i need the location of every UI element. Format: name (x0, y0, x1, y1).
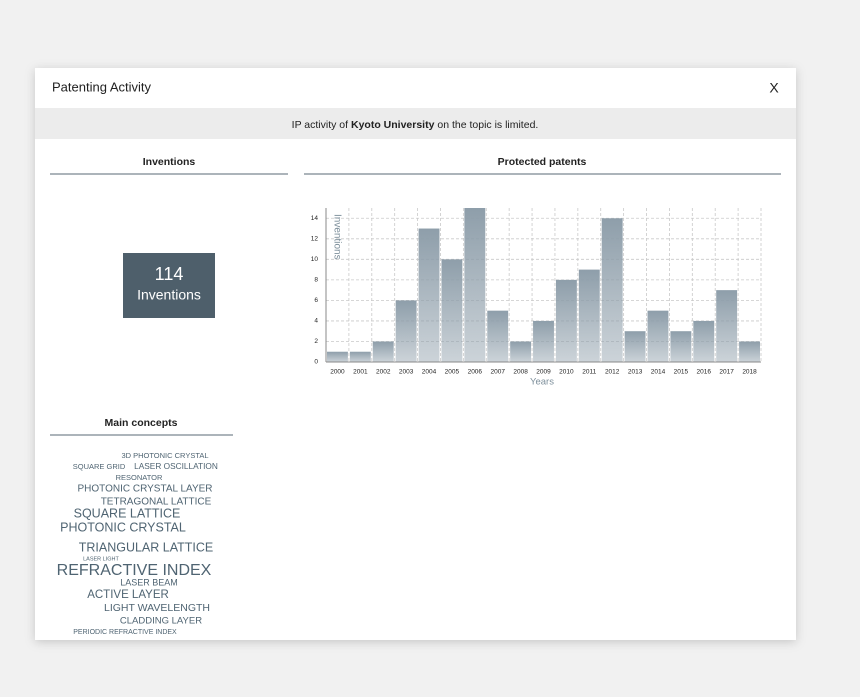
x-tick-label: 2001 (353, 369, 368, 376)
bar (624, 331, 646, 362)
bar (327, 351, 348, 362)
concept-term: ACTIVE LAYER (87, 589, 169, 601)
y-tick-label: 14 (311, 215, 319, 222)
count-label: Inventions (137, 287, 201, 303)
x-tick-label: 2000 (330, 369, 345, 376)
y-axis-label: Inventions (331, 214, 342, 260)
bar (441, 259, 463, 362)
concept-term: TRIANGULAR LATTICE (79, 540, 214, 554)
bar (395, 300, 417, 362)
y-tick-label: 8 (314, 277, 318, 284)
count-box (123, 253, 215, 318)
concept-term: RESONATOR (116, 473, 163, 482)
y-tick-label: 12 (311, 236, 319, 243)
concept-term: LASER BEAM (120, 577, 178, 587)
section-title: Inventions (143, 156, 196, 168)
x-tick-label: 2007 (490, 369, 505, 376)
concept-term: PHOTONIC CRYSTAL LAYER (77, 484, 212, 495)
x-tick-label: 2015 (674, 369, 689, 376)
x-tick-label: 2018 (742, 369, 757, 376)
x-tick-label: 2017 (719, 369, 734, 376)
section-title: Main concepts (105, 417, 178, 429)
banner-prefix: IP activity of (292, 119, 348, 131)
x-tick-label: 2009 (536, 369, 551, 376)
x-tick-label: 2011 (582, 369, 596, 376)
x-tick-label: 2014 (651, 369, 666, 376)
y-tick-label: 6 (314, 297, 318, 304)
x-tick-label: 2012 (605, 369, 620, 376)
modal-title: Patenting Activity (52, 79, 151, 94)
concept-term: SQUARE LATTICE (74, 506, 181, 520)
bar (716, 290, 738, 362)
bar (533, 320, 554, 362)
x-axis-label: Years (530, 377, 554, 388)
x-tick-label: 2004 (422, 369, 437, 376)
bar (418, 228, 440, 362)
banner-suffix: on the topic is limited. (437, 119, 538, 131)
banner-text: IP activity of Kyoto University on the t… (292, 119, 539, 131)
x-tick-label: 2008 (513, 369, 528, 376)
x-tick-label: 2013 (628, 369, 643, 376)
concept-term: PHOTONIC CRYSTAL (60, 520, 186, 534)
concept-term: LASER LIGHT (83, 556, 119, 562)
word-cloud: 3D PHOTONIC CRYSTAL SQUARE GRID LASER OSCI… (57, 451, 218, 636)
y-tick-label: 0 (314, 359, 318, 366)
concept-term: SQUARE GRID (73, 462, 126, 471)
banner-org: Kyoto University (351, 119, 435, 131)
close-button[interactable]: X (769, 80, 779, 96)
bar (372, 341, 394, 362)
concept-term: LIGHT WAVELENGTH (104, 602, 210, 614)
concept-term: 3D PHOTONIC CRYSTAL (121, 451, 208, 460)
bar (739, 341, 760, 362)
y-tick-label: 2 (314, 338, 318, 345)
concept-term: LASER OSCILLATION (134, 461, 218, 471)
concept-term: PERIODIC REFRACTIVE INDEX (73, 629, 177, 636)
bar (693, 320, 715, 362)
bar (349, 351, 371, 362)
bar (647, 310, 669, 362)
bar (464, 208, 486, 362)
concept-term: CLADDING LAYER (120, 616, 202, 627)
bar (578, 269, 600, 362)
chart: 0 2 4 6 8 10 12 14 2000 2001 2002 2003 2004 2005 2006 2… (311, 208, 762, 388)
concept-term: REFRACTIVE INDEX (57, 562, 212, 579)
bar (487, 310, 509, 362)
x-tick-label: 2005 (445, 369, 460, 376)
bar (670, 331, 692, 362)
y-tick-label: 10 (311, 256, 319, 263)
bar (510, 341, 532, 362)
bar (601, 218, 623, 362)
x-tick-label: 2016 (697, 369, 712, 376)
x-tick-label: 2010 (559, 369, 574, 376)
banner (35, 108, 796, 139)
concept-term: TETRAGONAL LATTICE (101, 497, 212, 508)
x-tick-label: 2006 (468, 369, 483, 376)
count: 114 (155, 264, 184, 284)
x-tick-label: 2002 (376, 369, 391, 376)
bar (555, 279, 577, 362)
chart-title: Protected patents (498, 156, 587, 168)
y-tick-label: 4 (314, 318, 318, 325)
x-tick-label: 2003 (399, 369, 414, 376)
